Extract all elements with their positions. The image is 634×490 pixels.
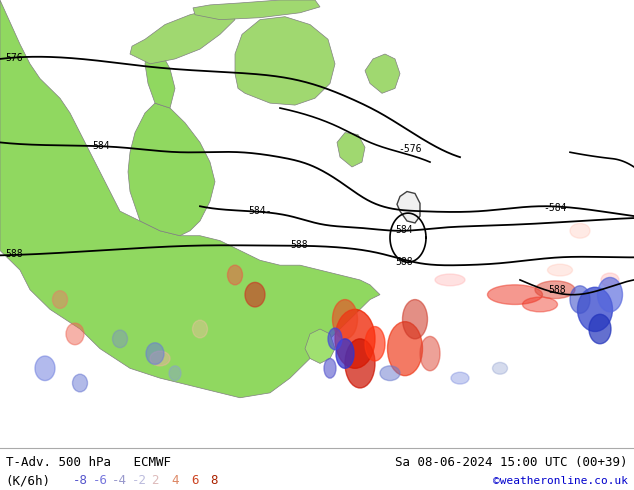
Text: 576: 576 [5, 53, 23, 63]
Ellipse shape [328, 328, 342, 350]
Ellipse shape [403, 299, 427, 339]
Ellipse shape [112, 330, 127, 348]
Polygon shape [0, 0, 380, 398]
Ellipse shape [535, 281, 575, 298]
Ellipse shape [336, 339, 354, 368]
Ellipse shape [589, 314, 611, 344]
Ellipse shape [570, 223, 590, 238]
Text: 588: 588 [548, 285, 566, 294]
Ellipse shape [324, 359, 336, 378]
Ellipse shape [601, 273, 619, 287]
Polygon shape [365, 54, 400, 93]
Ellipse shape [66, 323, 84, 345]
Text: -2: -2 [132, 474, 147, 487]
Ellipse shape [35, 356, 55, 381]
Text: -584: -584 [543, 203, 567, 213]
Polygon shape [145, 44, 175, 108]
Ellipse shape [578, 287, 612, 331]
Polygon shape [305, 329, 335, 364]
Ellipse shape [451, 372, 469, 384]
Polygon shape [337, 133, 365, 167]
Text: 588: 588 [5, 249, 23, 259]
Ellipse shape [72, 374, 87, 392]
Text: Sa 08-06-2024 15:00 UTC (00+39): Sa 08-06-2024 15:00 UTC (00+39) [395, 456, 628, 469]
Text: (K/6h): (K/6h) [5, 474, 50, 487]
Ellipse shape [228, 265, 242, 285]
Polygon shape [128, 103, 215, 236]
Text: 588: 588 [395, 257, 413, 267]
Ellipse shape [548, 264, 573, 276]
Ellipse shape [332, 299, 358, 339]
Text: -4: -4 [112, 474, 127, 487]
Ellipse shape [345, 339, 375, 388]
Text: -6: -6 [93, 474, 108, 487]
Polygon shape [235, 17, 335, 105]
Polygon shape [193, 0, 320, 20]
Ellipse shape [193, 320, 207, 338]
Text: 8: 8 [210, 474, 218, 487]
Ellipse shape [169, 366, 181, 381]
Text: 584-: 584- [248, 206, 271, 216]
Text: 2: 2 [152, 474, 159, 487]
Ellipse shape [380, 366, 400, 381]
Ellipse shape [365, 326, 385, 361]
Ellipse shape [387, 321, 422, 376]
Ellipse shape [597, 277, 623, 312]
Polygon shape [130, 10, 235, 64]
Text: T-Adv. 500 hPa   ECMWF: T-Adv. 500 hPa ECMWF [6, 456, 171, 469]
Text: -576: -576 [398, 144, 422, 154]
Text: 6: 6 [191, 474, 198, 487]
Ellipse shape [522, 297, 557, 312]
Text: 584: 584 [395, 225, 413, 235]
Ellipse shape [420, 337, 440, 371]
Ellipse shape [335, 309, 375, 368]
Text: 584: 584 [92, 141, 110, 151]
Ellipse shape [146, 343, 164, 365]
Ellipse shape [435, 274, 465, 286]
Ellipse shape [150, 351, 170, 366]
Text: 588: 588 [290, 241, 307, 250]
Ellipse shape [245, 282, 265, 307]
Text: ©weatheronline.co.uk: ©weatheronline.co.uk [493, 475, 628, 486]
Text: -8: -8 [73, 474, 88, 487]
Ellipse shape [488, 285, 543, 304]
Polygon shape [397, 192, 420, 223]
Ellipse shape [53, 291, 67, 308]
Ellipse shape [493, 363, 507, 374]
Ellipse shape [570, 286, 590, 313]
Text: 4: 4 [171, 474, 179, 487]
